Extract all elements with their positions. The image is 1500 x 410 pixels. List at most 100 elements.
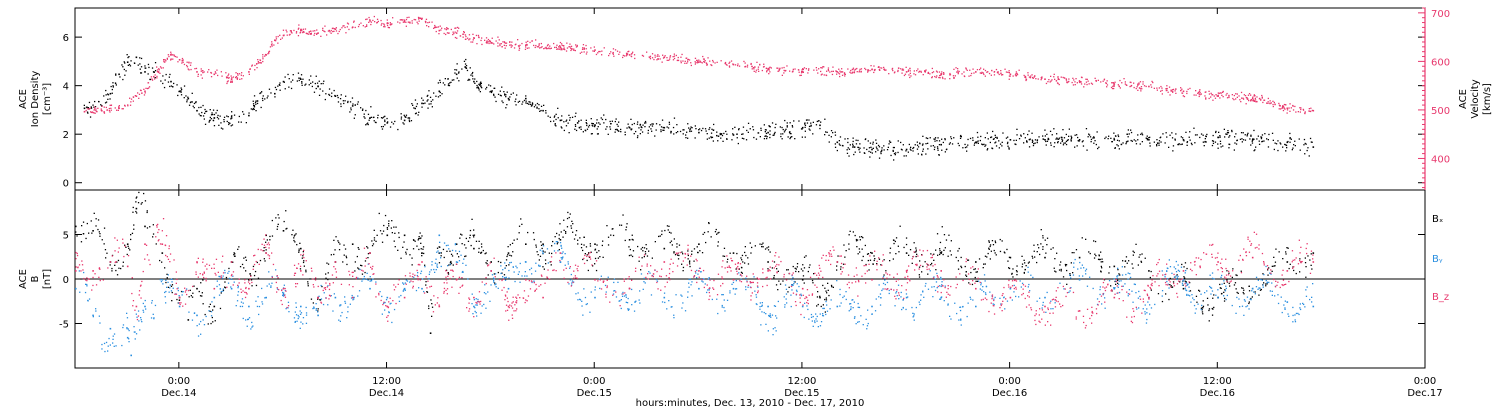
data-point [1164,142,1166,144]
data-point [302,251,304,253]
data-point [505,107,507,109]
data-point [958,144,960,147]
data-point [933,148,936,151]
data-point [690,64,692,67]
data-point [343,25,345,27]
data-point [1062,76,1064,79]
data-point [500,265,502,267]
data-point [1241,97,1243,99]
data-point [1294,319,1296,321]
data-point [785,128,787,130]
data-point [916,253,918,255]
data-point [648,250,650,252]
data-point [164,59,166,61]
data-point [262,60,264,63]
data-point [124,244,126,246]
data-point [654,135,656,137]
data-point [1031,141,1034,143]
data-point [140,319,142,321]
data-point [1232,268,1234,270]
data-point [676,243,678,245]
data-point [540,42,542,45]
data-point [1092,137,1094,139]
data-point [1244,139,1247,141]
data-point [460,254,462,256]
data-point [686,62,688,64]
data-point [306,32,308,35]
data-point [984,145,986,147]
data-point [455,243,458,245]
data-point [420,248,422,250]
data-point [427,99,429,101]
data-point [927,142,929,144]
data-point [1007,71,1009,73]
data-point [431,306,434,308]
data-point [763,124,765,126]
data-point [1241,287,1243,289]
data-point [1131,290,1133,292]
data-point [353,20,355,22]
data-point [1169,266,1172,268]
data-point [836,265,838,267]
data-point [773,134,775,136]
data-point [449,82,451,84]
data-point [763,63,765,65]
data-point [232,275,234,277]
data-point [618,53,620,55]
data-point [315,308,317,310]
data-point [1125,256,1128,258]
data-point [942,141,944,144]
data-point [95,310,97,312]
data-point [196,287,198,290]
data-point [1205,91,1207,93]
data-point [784,129,786,132]
data-point [126,312,128,314]
data-point [1033,143,1035,145]
data-point [1260,136,1262,138]
data-point [156,71,159,73]
data-point [924,285,926,287]
data-point [262,54,264,56]
data-point [905,293,908,295]
data-point [988,241,990,243]
data-point [988,240,990,242]
data-point [878,146,881,148]
data-point [518,271,520,273]
data-point [1117,145,1119,147]
data-point [96,110,98,113]
data-point [635,130,637,133]
data-point [901,72,903,74]
data-point [1025,265,1027,267]
data-point [1025,76,1027,79]
data-point [366,18,368,20]
data-point [1065,264,1068,266]
data-point [666,126,668,128]
data-point [1312,109,1315,112]
data-point [273,44,275,46]
data-point [135,210,137,213]
data-point [287,73,289,76]
data-point [443,242,446,244]
data-point [616,129,618,131]
data-point [1128,133,1130,135]
data-point [187,97,190,100]
data-point [1223,295,1225,297]
data-point [1009,75,1011,77]
data-point [888,143,890,145]
data-point [301,84,303,86]
data-point [181,291,184,293]
data-point [1262,286,1264,288]
data-point [231,124,234,126]
data-point [625,296,627,298]
data-point [798,69,800,71]
data-point [421,235,423,237]
data-point [110,109,112,111]
data-point [1208,320,1210,322]
data-point [1285,144,1288,147]
data-point [517,45,520,47]
data-point [870,146,872,148]
data-point [708,277,710,279]
data-point [1100,261,1102,263]
data-point [78,270,80,272]
data-point [1247,94,1250,96]
